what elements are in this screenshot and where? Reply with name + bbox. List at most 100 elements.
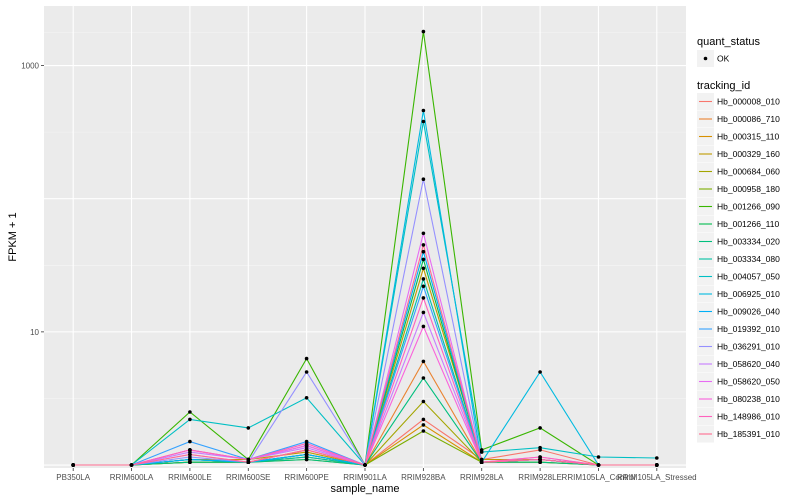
legend-label: Hb_000958_180 bbox=[717, 184, 780, 194]
data-point bbox=[538, 370, 542, 374]
data-point bbox=[421, 257, 426, 262]
legend-label: Hb_000329_160 bbox=[717, 149, 780, 159]
x-tick-label: RRIM901LA bbox=[343, 473, 387, 482]
x-tick-label: RRIM105LA_Stressed bbox=[617, 473, 697, 482]
y-tick-label: 1000 bbox=[21, 62, 39, 71]
legend: quant_status OK tracking_id Hb_000008_01… bbox=[697, 36, 780, 443]
data-point bbox=[479, 457, 484, 462]
data-point bbox=[421, 324, 426, 329]
legend-label: Hb_000086_710 bbox=[717, 114, 780, 124]
x-tick-label: PB350LA bbox=[56, 473, 90, 482]
data-point bbox=[246, 457, 251, 462]
x-tick-label: RRIM600PE bbox=[284, 473, 328, 482]
x-tick-label: RRIM600LE bbox=[168, 473, 212, 482]
data-point bbox=[304, 356, 309, 361]
y-axis: 10 1000 bbox=[21, 62, 44, 337]
data-point bbox=[538, 455, 542, 459]
x-tick-label: RRIM928LA bbox=[460, 473, 504, 482]
data-point bbox=[655, 456, 659, 460]
x-tick-label: RRIM600SE bbox=[226, 473, 270, 482]
legend-label: Hb_148986_010 bbox=[717, 412, 780, 422]
data-point bbox=[421, 376, 426, 380]
data-point bbox=[304, 448, 309, 452]
data-point bbox=[538, 426, 542, 430]
legend-label: Hb_058620_050 bbox=[717, 377, 780, 387]
data-point bbox=[538, 445, 542, 450]
data-point bbox=[655, 463, 659, 467]
data-point bbox=[479, 460, 484, 465]
data-point bbox=[304, 396, 309, 400]
data-point bbox=[246, 460, 251, 465]
legend-quant-entries: OK bbox=[697, 50, 730, 67]
legend-label: Hb_009026_040 bbox=[717, 307, 780, 317]
legend-label: Hb_019392_010 bbox=[717, 324, 780, 334]
data-point bbox=[421, 29, 426, 34]
data-point bbox=[421, 231, 426, 236]
legend-point-icon bbox=[703, 56, 708, 61]
data-point bbox=[421, 399, 426, 404]
data-point bbox=[304, 457, 309, 462]
data-point bbox=[421, 249, 426, 254]
grid bbox=[44, 6, 686, 468]
data-point bbox=[363, 463, 367, 467]
data-point bbox=[421, 177, 426, 181]
legend-series-entries: Hb_000008_010 Hb_000086_710 Hb_000315_110 H… bbox=[697, 93, 780, 443]
data-point bbox=[188, 452, 192, 457]
data-point bbox=[304, 452, 309, 457]
legend-label: Hb_003334_080 bbox=[717, 254, 780, 264]
legend-label: Hb_000684_060 bbox=[717, 167, 780, 177]
data-point bbox=[246, 426, 251, 430]
data-point bbox=[421, 359, 426, 364]
legend-label: Hb_058620_040 bbox=[717, 359, 780, 369]
data-point bbox=[538, 460, 542, 465]
data-point bbox=[71, 463, 75, 467]
data-point bbox=[421, 119, 426, 124]
data-point bbox=[479, 450, 484, 454]
data-point bbox=[421, 417, 426, 422]
legend-label: Hb_001266_090 bbox=[717, 202, 780, 212]
legend-quant-title: quant_status bbox=[697, 36, 760, 48]
legend-label: Hb_001266_110 bbox=[717, 219, 780, 229]
data-point bbox=[188, 448, 192, 452]
y-tick-label: 10 bbox=[30, 328, 39, 337]
data-point bbox=[188, 460, 192, 465]
data-point bbox=[421, 108, 426, 113]
legend-label: Hb_004057_050 bbox=[717, 272, 780, 282]
x-axis-title: sample_name bbox=[330, 483, 399, 495]
data-point bbox=[188, 439, 192, 444]
x-tick-label: RRIM600LA bbox=[110, 473, 154, 482]
legend-label: Hb_036291_010 bbox=[717, 342, 780, 352]
data-points bbox=[71, 29, 659, 467]
legend-label: Hb_006925_010 bbox=[717, 289, 780, 299]
data-point bbox=[538, 457, 542, 462]
data-point bbox=[421, 284, 426, 289]
data-point bbox=[421, 243, 426, 247]
data-point bbox=[129, 463, 134, 467]
legend-label: OK bbox=[717, 54, 730, 64]
data-point bbox=[188, 417, 192, 422]
y-axis-title: FPKM + 1 bbox=[7, 212, 19, 261]
data-point bbox=[188, 455, 192, 459]
data-point bbox=[596, 463, 601, 467]
data-point bbox=[596, 455, 601, 459]
legend-label: Hb_000008_010 bbox=[717, 97, 780, 107]
data-point bbox=[421, 277, 426, 281]
data-point bbox=[421, 423, 426, 427]
legend-label: Hb_185391_010 bbox=[717, 429, 780, 439]
legend-label: Hb_003334_020 bbox=[717, 237, 780, 247]
data-point bbox=[421, 266, 426, 271]
data-point bbox=[304, 455, 309, 459]
data-point bbox=[421, 296, 426, 300]
data-point bbox=[421, 310, 426, 315]
legend-label: Hb_000315_110 bbox=[717, 132, 780, 142]
x-tick-label: RRIM928LE bbox=[518, 473, 562, 482]
x-axis: PB350LA RRIM600LA RRIM600LE RRIM600SE RRIM60… bbox=[56, 468, 697, 482]
data-point bbox=[421, 429, 426, 433]
legend-label: Hb_080238_010 bbox=[717, 394, 780, 404]
data-point bbox=[304, 441, 309, 446]
data-point bbox=[188, 457, 192, 462]
x-tick-label: RRIM105LA_Control bbox=[562, 473, 636, 482]
data-point bbox=[304, 370, 309, 374]
x-tick-label: RRIM928BA bbox=[401, 473, 446, 482]
